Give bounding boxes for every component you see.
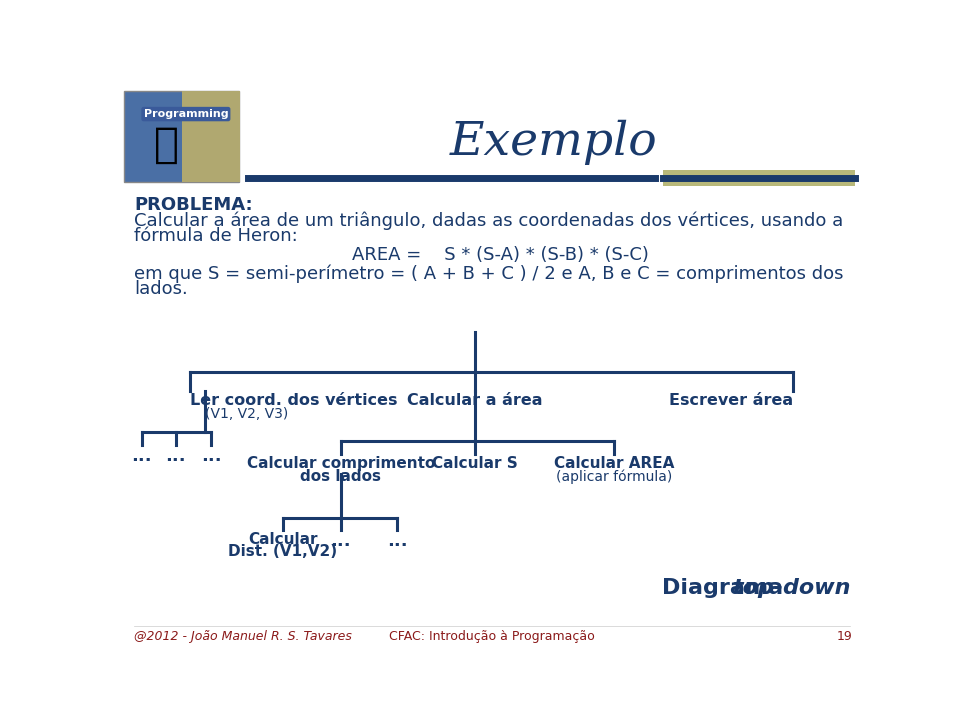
Text: AREA =    S * (S-A) * (S-B) * (S-C): AREA = S * (S-A) * (S-B) * (S-C) xyxy=(352,245,649,264)
Text: Calcular: Calcular xyxy=(248,532,318,547)
Text: ...: ... xyxy=(132,447,152,465)
FancyBboxPatch shape xyxy=(124,91,239,182)
Text: Diagrama: Diagrama xyxy=(662,579,791,598)
Text: Calcular comprimento: Calcular comprimento xyxy=(247,456,435,471)
Text: Exemplo: Exemplo xyxy=(450,120,658,166)
Text: Calcular a área: Calcular a área xyxy=(407,393,542,408)
Text: Escrever área: Escrever área xyxy=(668,393,793,408)
Text: Calcular a área de um triângulo, dadas as coordenadas dos vértices, usando a: Calcular a área de um triângulo, dadas a… xyxy=(134,212,843,230)
Text: Calcular S: Calcular S xyxy=(432,456,517,471)
Text: fórmula de Heron:: fórmula de Heron: xyxy=(134,227,298,245)
Text: ...: ... xyxy=(387,532,408,550)
FancyBboxPatch shape xyxy=(182,91,240,182)
Text: ...: ... xyxy=(202,447,222,465)
Text: ...: ... xyxy=(330,532,351,550)
Text: 19: 19 xyxy=(836,630,852,643)
Text: Dist. (V1,V2): Dist. (V1,V2) xyxy=(228,544,337,560)
Text: top-down: top-down xyxy=(732,579,851,598)
Text: Ler coord. dos vértices: Ler coord. dos vértices xyxy=(190,393,397,408)
Text: PROBLEMA:: PROBLEMA: xyxy=(134,197,252,214)
Text: 🖥: 🖥 xyxy=(154,124,179,166)
Text: Programming: Programming xyxy=(144,109,228,119)
Text: dos lados: dos lados xyxy=(300,469,381,484)
FancyBboxPatch shape xyxy=(662,171,854,186)
Text: (V1, V2, V3): (V1, V2, V3) xyxy=(205,407,289,420)
Text: Calcular AREA: Calcular AREA xyxy=(554,456,675,471)
Text: ...: ... xyxy=(165,447,186,465)
Text: (aplicar fórmula): (aplicar fórmula) xyxy=(557,469,673,484)
Text: em que S = semi-perímetro = ( A + B + C ) / 2 e A, B e C = comprimentos dos: em que S = semi-perímetro = ( A + B + C … xyxy=(134,264,844,282)
Text: @2012 - João Manuel R. S. Tavares: @2012 - João Manuel R. S. Tavares xyxy=(134,630,351,643)
Text: CFAC: Introdução à Programação: CFAC: Introdução à Programação xyxy=(389,630,595,643)
Text: lados.: lados. xyxy=(134,280,188,298)
